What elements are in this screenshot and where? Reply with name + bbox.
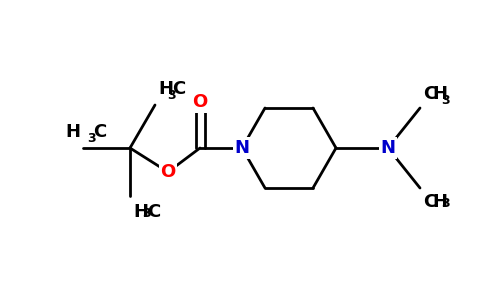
Text: 3: 3 bbox=[441, 94, 450, 107]
Text: 3: 3 bbox=[87, 132, 96, 145]
Text: C: C bbox=[93, 123, 106, 141]
Text: C: C bbox=[147, 203, 160, 221]
Text: 3: 3 bbox=[167, 89, 176, 102]
Text: N: N bbox=[380, 139, 395, 157]
Text: O: O bbox=[160, 163, 176, 181]
Text: C: C bbox=[172, 80, 185, 98]
Text: C: C bbox=[423, 85, 436, 103]
Text: H: H bbox=[158, 80, 173, 98]
Text: H: H bbox=[432, 85, 447, 103]
Text: N: N bbox=[235, 139, 249, 157]
Text: O: O bbox=[192, 93, 208, 111]
Text: C: C bbox=[423, 193, 436, 211]
Text: H: H bbox=[432, 193, 447, 211]
Text: 3: 3 bbox=[142, 207, 151, 220]
Text: 3: 3 bbox=[441, 197, 450, 210]
Text: H: H bbox=[133, 203, 148, 221]
Text: H: H bbox=[65, 123, 80, 141]
